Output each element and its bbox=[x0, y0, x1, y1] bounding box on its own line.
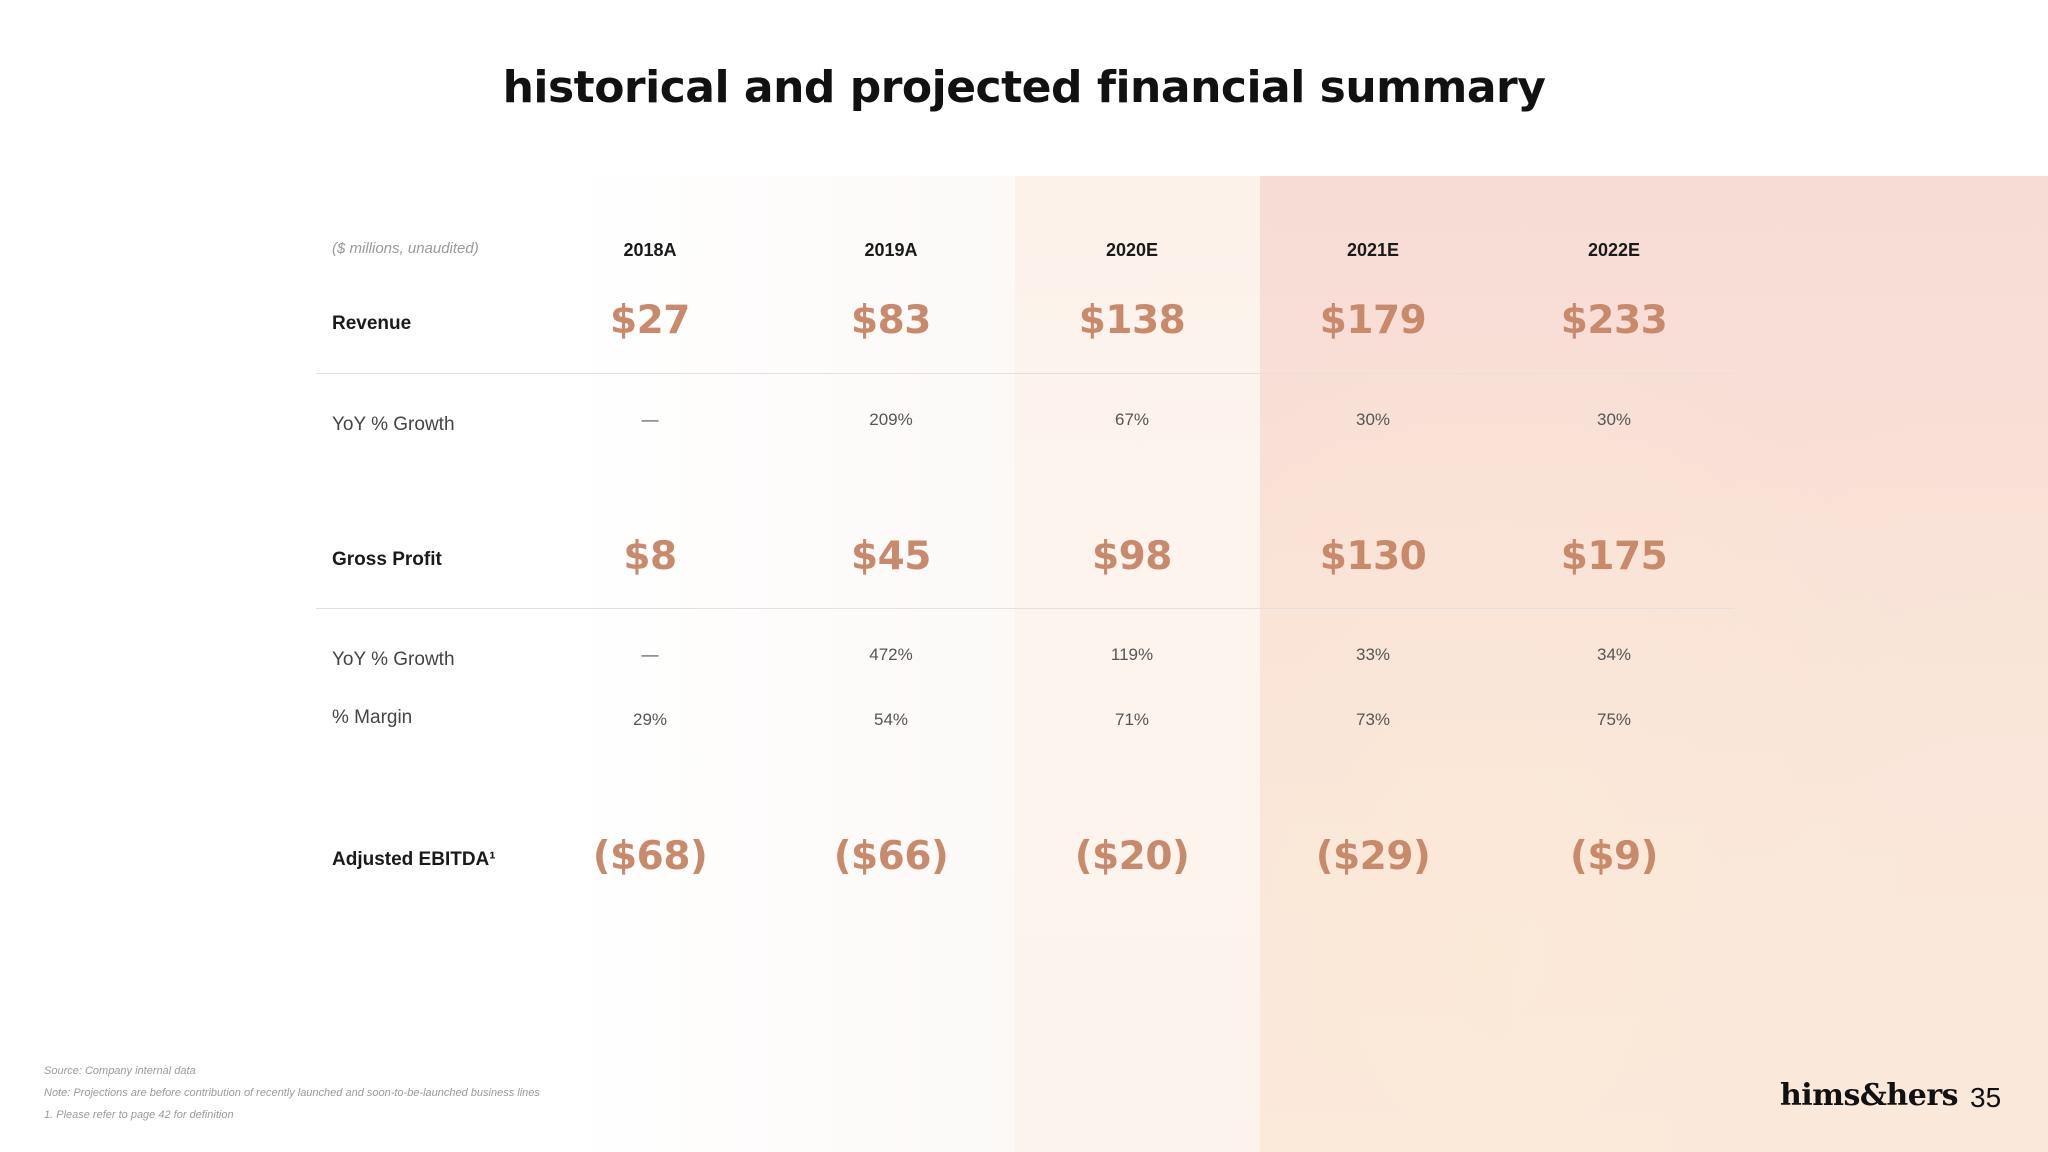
margin-2018a: 29% bbox=[632, 710, 668, 729]
revenue-value-2019a: $83 bbox=[851, 298, 931, 343]
gross-profit-value-2021e: $130 bbox=[1319, 534, 1427, 579]
revenue-growth-2020e: 67% bbox=[1114, 410, 1150, 429]
gross-profit-label: Gross Profit bbox=[332, 549, 442, 570]
year-header-2020e: 2020E bbox=[1105, 240, 1159, 260]
adjusted-ebitda-value-2020e: ($20) bbox=[1074, 834, 1190, 879]
margin-2022e: 75% bbox=[1596, 710, 1632, 729]
revenue-label: Revenue bbox=[332, 313, 412, 334]
gross-profit-divider bbox=[316, 608, 1734, 609]
adjusted-ebitda-value-2022e: ($9) bbox=[1570, 834, 1658, 879]
projection-note: Note: Projections are before contributio… bbox=[44, 1087, 540, 1099]
revenue-value-2018a: $27 bbox=[610, 298, 690, 343]
gross-profit-growth-label: YoY % Growth bbox=[332, 649, 455, 670]
page-number: 35 bbox=[1970, 1082, 2002, 1113]
footnotes: Source: Company internal data Note: Proj… bbox=[44, 1060, 540, 1126]
gross-profit-growth-2019a: 472% bbox=[869, 645, 913, 664]
margin-2020e: 71% bbox=[1114, 710, 1150, 729]
revenue-growth-label: YoY % Growth bbox=[332, 414, 455, 435]
margin-label: % Margin bbox=[332, 707, 413, 728]
revenue-value-2020e: $138 bbox=[1078, 298, 1186, 343]
revenue-value-2021e: $179 bbox=[1319, 298, 1427, 343]
revenue-growth-2019a: 209% bbox=[869, 410, 913, 429]
revenue-growth-2022e: 30% bbox=[1596, 410, 1632, 429]
gross-profit-growth-2021e: 33% bbox=[1355, 645, 1391, 664]
adjusted-ebitda-value-2018a: ($68) bbox=[592, 834, 708, 879]
year-header-2021e: 2021E bbox=[1346, 240, 1400, 260]
revenue-value-2022e: $233 bbox=[1560, 298, 1668, 343]
adjusted-ebitda-value-2019a: ($66) bbox=[833, 834, 949, 879]
brand-logo: hims&hers bbox=[1780, 1078, 1959, 1113]
adjusted-ebitda-value-2021e: ($29) bbox=[1315, 834, 1431, 879]
gross-profit-value-2022e: $175 bbox=[1560, 534, 1668, 579]
revenue-growth-2021e: 30% bbox=[1355, 410, 1391, 429]
gross-profit-growth-2018a: — bbox=[641, 645, 659, 664]
gross-profit-value-2018a: $8 bbox=[623, 534, 677, 579]
slide-title: historical and projected financial summa… bbox=[502, 62, 1546, 113]
source-note: Source: Company internal data bbox=[44, 1065, 196, 1077]
gross-profit-value-2020e: $98 bbox=[1092, 534, 1172, 579]
revenue-divider bbox=[316, 373, 1734, 374]
revenue-growth-2018a: — bbox=[641, 410, 659, 429]
gross-profit-value-2019a: $45 bbox=[851, 534, 931, 579]
units-label: ($ millions, unaudited) bbox=[332, 240, 479, 257]
gross-profit-growth-2020e: 119% bbox=[1110, 645, 1154, 664]
adjusted-ebitda-label: Adjusted EBITDA¹ bbox=[332, 849, 496, 870]
margin-2019a: 54% bbox=[873, 710, 909, 729]
year-header-2019a: 2019A bbox=[864, 240, 918, 260]
estimate-2020-column-background bbox=[1015, 176, 1260, 1152]
projected-columns-background bbox=[1260, 176, 2048, 1152]
year-header-2018a: 2018A bbox=[623, 240, 677, 260]
gross-profit-growth-2022e: 34% bbox=[1596, 645, 1632, 664]
year-header-2022e: 2022E bbox=[1587, 240, 1641, 260]
definition-note: 1. Please refer to page 42 for definitio… bbox=[44, 1109, 234, 1121]
margin-2021e: 73% bbox=[1355, 710, 1391, 729]
historical-column-shade bbox=[560, 176, 1015, 1152]
